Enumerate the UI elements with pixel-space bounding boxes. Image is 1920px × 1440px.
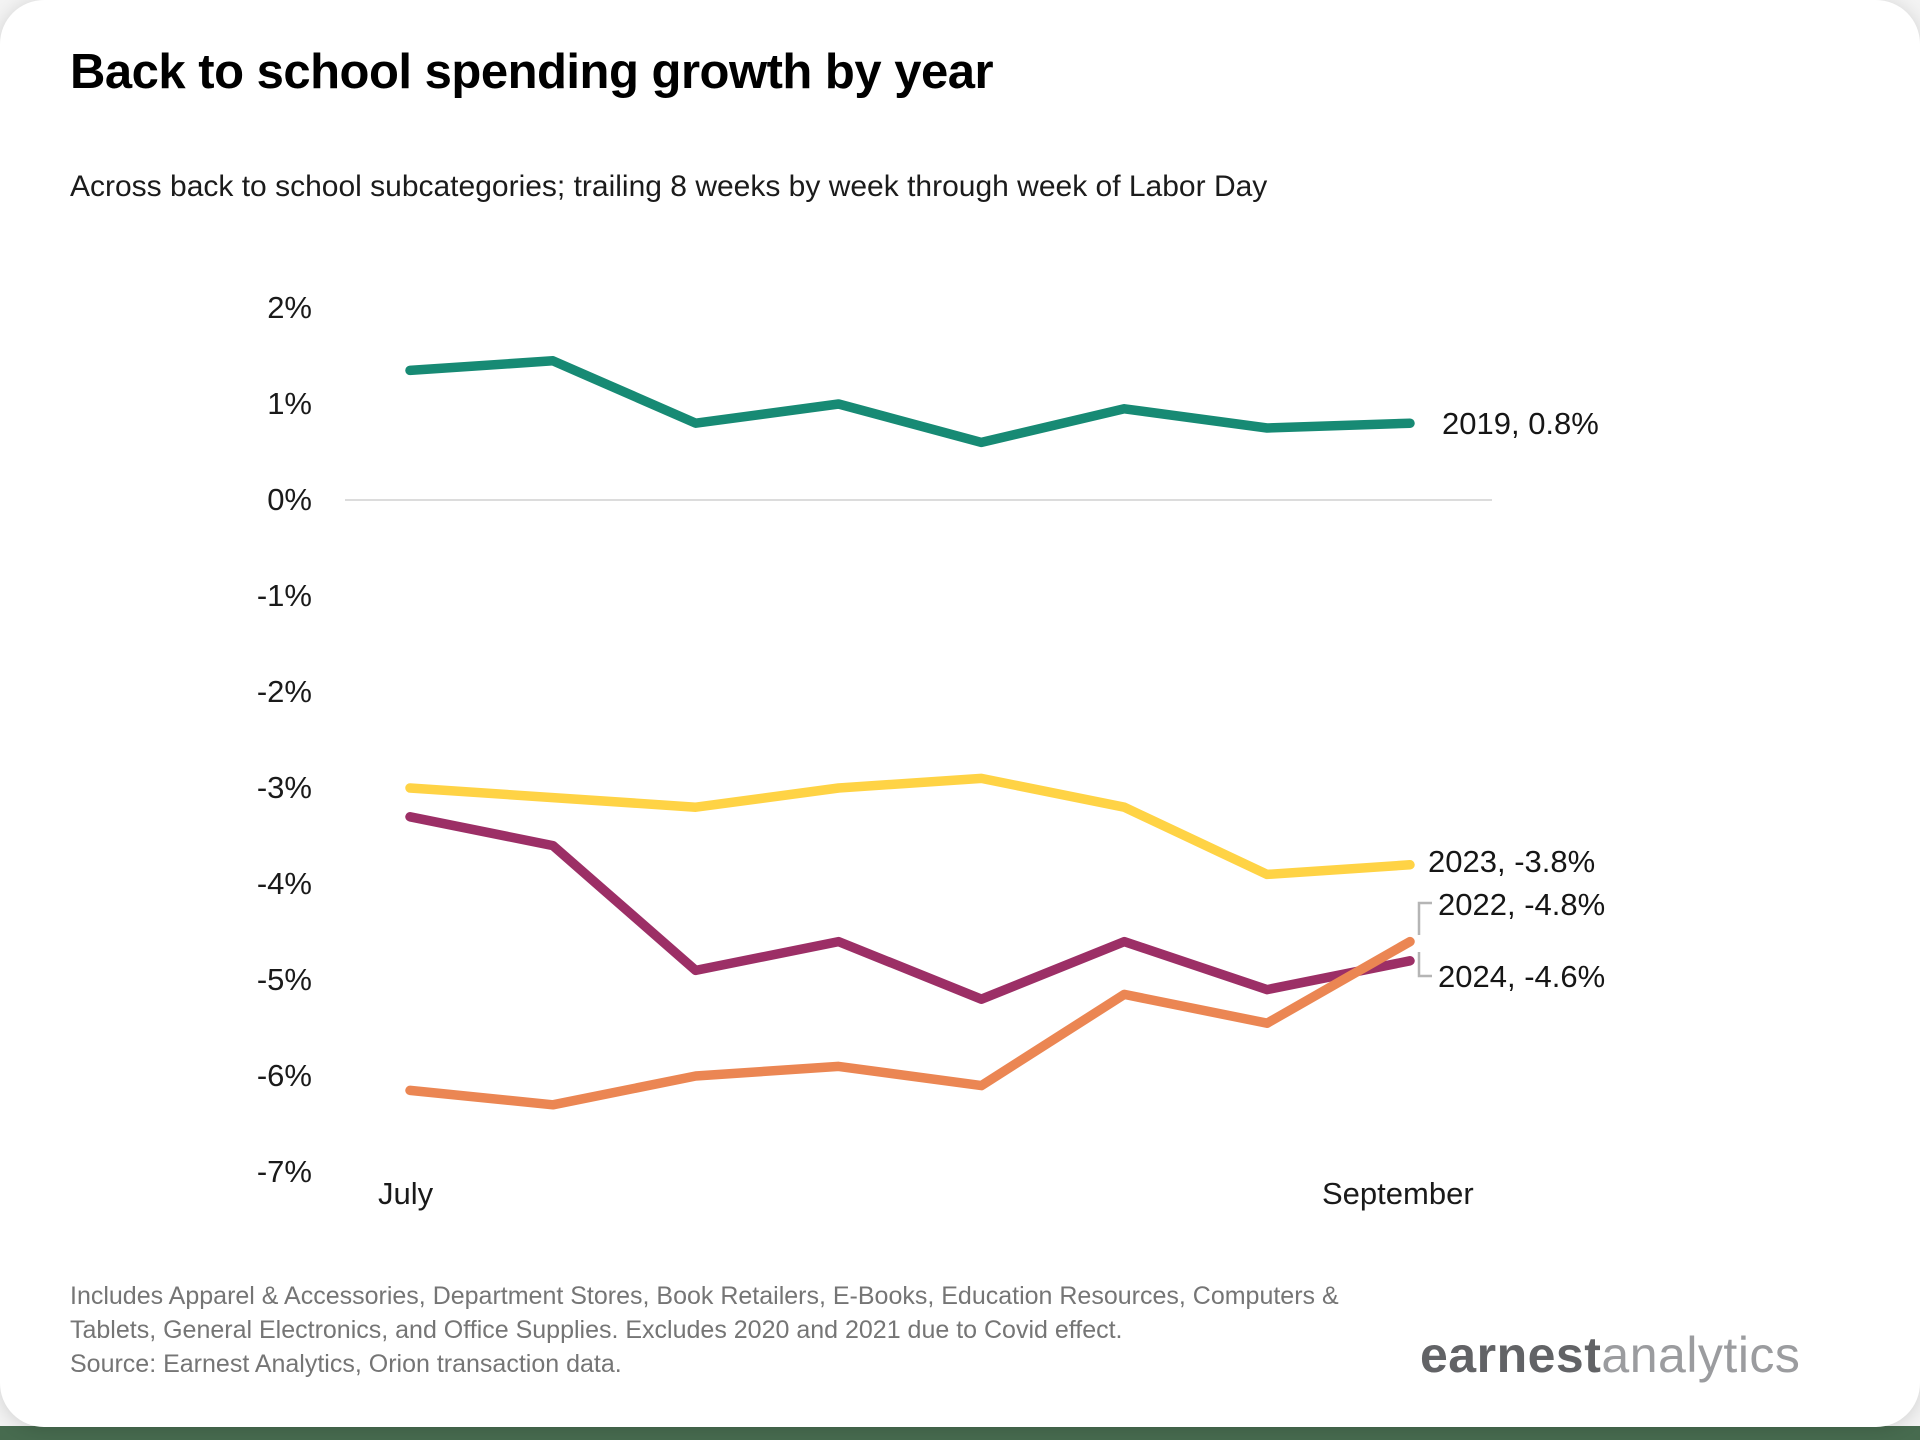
series-line-2022 [405,812,1415,1004]
earnest-analytics-logo: earnestanalytics [1420,1326,1800,1384]
footnote: Includes Apparel & Accessories, Departme… [70,1282,1339,1344]
y-axis-tick-label: 0% [267,482,312,517]
source-note: Source: Earnest Analytics, Orion transac… [70,1349,622,1378]
series-line-2023 [405,773,1415,880]
y-axis-tick-label: -6% [256,1058,312,1093]
series-label-2023: 2023, -3.8% [1428,844,1596,879]
series-line-2024 [405,936,1415,1110]
y-axis-tick-label: -2% [256,674,312,709]
y-axis-tick-label: -7% [256,1154,312,1189]
y-axis-tick-label: 1% [267,386,312,421]
series-lines [405,356,1415,1110]
y-axis-tick-label: -5% [256,962,312,997]
brand-bottom-bar [0,1426,1920,1440]
series-line-2019 [405,356,1415,448]
logo-analytics: analytics [1601,1327,1801,1383]
x-axis-label-july: July [378,1176,434,1211]
x-axis-label-september: September [1322,1176,1474,1211]
label-bracket-2024 [1417,952,1432,978]
y-axis-tick-label: -4% [256,866,312,901]
series-label-2019: 2019, 0.8% [1442,406,1599,441]
chart-title: Back to school spending growth by year [70,45,994,99]
label-bracket-2022 [1417,901,1432,935]
y-axis-tick-label: -1% [256,578,312,613]
y-axis-tick-label: -3% [256,770,312,805]
footer: Includes Apparel & Accessories, Departme… [70,1280,1360,1381]
series-label-2024: 2024, -4.6% [1438,959,1606,994]
logo-earnest: earnest [1420,1327,1602,1383]
series-label-2022: 2022, -4.8% [1438,887,1606,922]
y-axis-tick-label: 2% [267,290,312,325]
chart-subtitle: Across back to school subcategories; tra… [70,170,1268,203]
